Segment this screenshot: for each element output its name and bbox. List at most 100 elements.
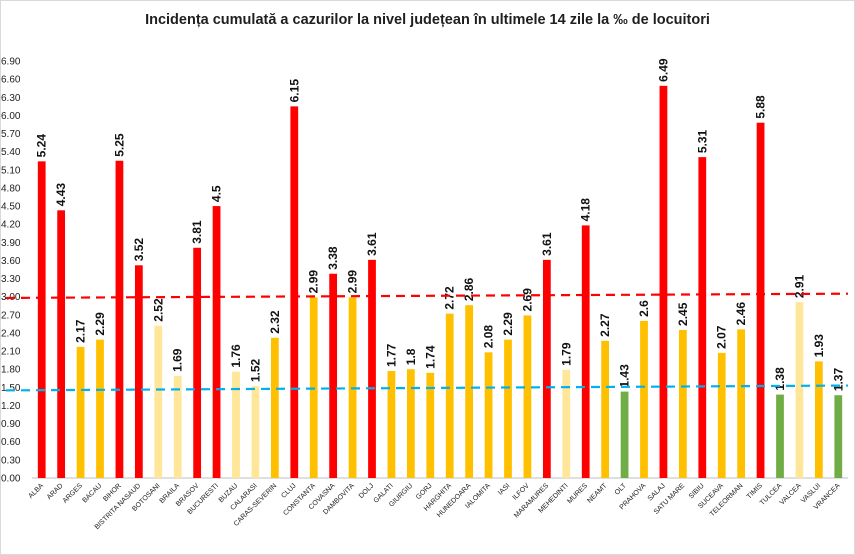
data-label: 3.38: [326, 246, 340, 270]
bar: [484, 352, 493, 478]
data-label: 2.52: [151, 298, 165, 322]
y-tick-label: 3.60: [1, 256, 21, 267]
data-label: 3.61: [365, 232, 379, 256]
bar: [212, 206, 221, 479]
data-label: 1.52: [248, 358, 262, 382]
data-label: 1.74: [423, 345, 437, 369]
y-tick-label: 1.20: [1, 401, 21, 412]
y-tick-label: 0.00: [1, 474, 21, 485]
data-label: 5.25: [112, 133, 126, 157]
data-label: 6.15: [287, 79, 301, 103]
bar: [37, 161, 46, 478]
bar: [251, 386, 260, 478]
data-label: 1.37: [831, 368, 845, 392]
data-label: 1.93: [812, 334, 826, 358]
data-label: 2.07: [715, 325, 729, 349]
bar: [542, 259, 551, 478]
bar: [426, 372, 435, 478]
category-label: MURES: [566, 482, 589, 505]
y-tick-label: 2.10: [1, 347, 21, 358]
category-label: OLT: [614, 482, 629, 497]
y-tick-label: 6.60: [1, 75, 21, 86]
data-label: 2.99: [346, 270, 360, 294]
bar: [678, 329, 687, 478]
data-label: 4.18: [579, 198, 593, 222]
bar: [387, 371, 396, 478]
data-label: 2.32: [268, 310, 282, 334]
bar: [756, 122, 765, 479]
bar: [329, 273, 338, 478]
category-label: SIBIU: [688, 482, 706, 500]
data-label: 2.72: [443, 286, 457, 310]
category-label: IASI: [497, 482, 511, 496]
bar: [659, 85, 668, 478]
y-tick-label: 6.30: [1, 93, 21, 104]
y-tick-label: 3.90: [1, 238, 21, 249]
reference-line: [5, 292, 849, 300]
bar: [115, 160, 124, 478]
bar: [795, 302, 804, 478]
y-tick-label: 4.20: [1, 220, 21, 231]
bar: [465, 305, 474, 478]
y-tick-label: 4.80: [1, 183, 21, 194]
data-label: 3.61: [540, 232, 554, 256]
y-tick-label: 5.10: [1, 165, 21, 176]
data-label: 1.77: [384, 343, 398, 367]
bar: [232, 371, 240, 478]
data-label: 2.29: [93, 312, 107, 336]
bar: [193, 247, 202, 478]
category-label: TIMIS: [746, 482, 764, 500]
category-label: ARGES: [62, 482, 85, 505]
bar: [134, 265, 143, 478]
y-tick-label: 6.00: [1, 111, 21, 122]
y-tick-label: 3.30: [1, 274, 21, 285]
y-tick-label: 4.50: [1, 202, 21, 213]
data-label: 1.43: [618, 364, 632, 388]
bar: [154, 325, 163, 478]
data-label: 5.24: [35, 134, 49, 158]
data-label: 4.43: [54, 183, 68, 207]
y-tick-label: 0.90: [1, 419, 21, 430]
bar: [57, 210, 66, 478]
data-label: 3.52: [132, 238, 146, 262]
bar: [737, 329, 746, 478]
data-label: 2.08: [482, 325, 496, 349]
data-label: 5.88: [754, 95, 768, 119]
category-label: NEAMT: [586, 482, 609, 505]
category-label: ALBA: [28, 482, 46, 500]
reference-line: [5, 384, 849, 392]
category-label: CLUJ: [280, 482, 297, 499]
y-tick-label: 5.40: [1, 147, 21, 158]
data-label: 6.49: [656, 58, 670, 82]
category-label: VALCEA: [779, 482, 803, 506]
bar: [290, 106, 299, 478]
category-label: MARAMURES: [513, 482, 550, 519]
bar: [445, 313, 454, 478]
data-label: 1.76: [229, 344, 243, 368]
bar: [620, 391, 629, 478]
data-label: 1.69: [171, 348, 185, 372]
y-tick-label: 2.40: [1, 328, 21, 339]
bar: [717, 352, 726, 478]
bar: [368, 259, 376, 478]
data-label: 2.99: [307, 270, 321, 294]
data-label: 2.46: [734, 302, 748, 326]
bar: [640, 320, 648, 478]
data-label: 1.8: [404, 348, 418, 365]
data-label: 1.38: [773, 367, 787, 391]
bar: [601, 340, 610, 478]
category-label: DOLJ: [358, 482, 376, 500]
bar: [834, 395, 843, 478]
y-tick-label: 1.80: [1, 365, 21, 376]
bar: [270, 337, 279, 478]
data-label: 2.69: [520, 288, 534, 312]
bar: [776, 394, 784, 478]
bar: [173, 375, 182, 478]
y-tick-label: 0.30: [1, 455, 21, 466]
y-tick-label: 0.60: [1, 437, 21, 448]
data-label: 2.91: [792, 274, 806, 298]
y-tick-label: 5.70: [1, 129, 21, 140]
y-tick-label: 1.50: [1, 383, 21, 394]
data-label: 2.29: [501, 312, 515, 336]
